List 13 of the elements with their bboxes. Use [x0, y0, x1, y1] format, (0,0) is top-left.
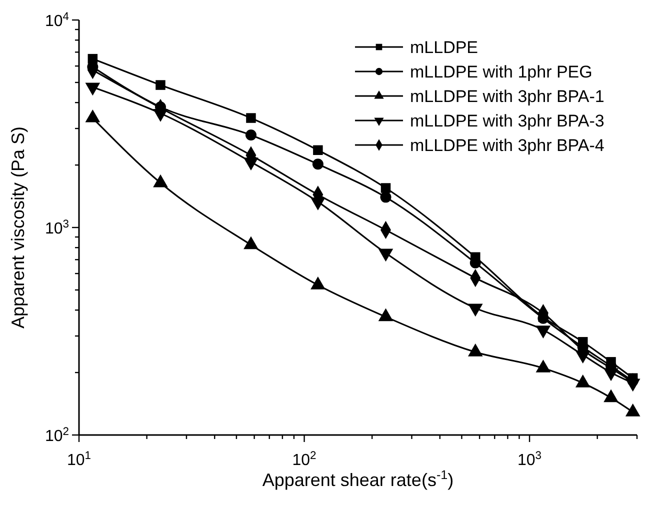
y-tick-label: 10$^{4}$: [44, 11, 69, 30]
legend-label: mLLDPE with 1phr PEG: [410, 62, 592, 82]
y-tick-label: 10$^{2}$: [44, 426, 69, 445]
y-axis-title: Apparent viscosity (Pa S): [8, 126, 28, 329]
legend-label: mLLDPE with 3phr BPA-1: [410, 87, 604, 106]
legend-label: mLLDPE with 3phr BPA-3: [410, 112, 604, 130]
y-tick-label: 10$^{3}$: [44, 218, 69, 238]
x-axis-title: Apparent shear rate(s$^{-1}$): [262, 468, 454, 490]
x-tick-label: 10$^{2}$: [292, 450, 316, 469]
x-tick-label: 10$^{1}$: [66, 450, 92, 469]
x-tick-label: 10$^{3}$: [518, 450, 542, 469]
legend-label: mLLDPE: [410, 38, 478, 57]
legend-label: mLLDPE with 3phr BPA-4: [410, 136, 604, 155]
